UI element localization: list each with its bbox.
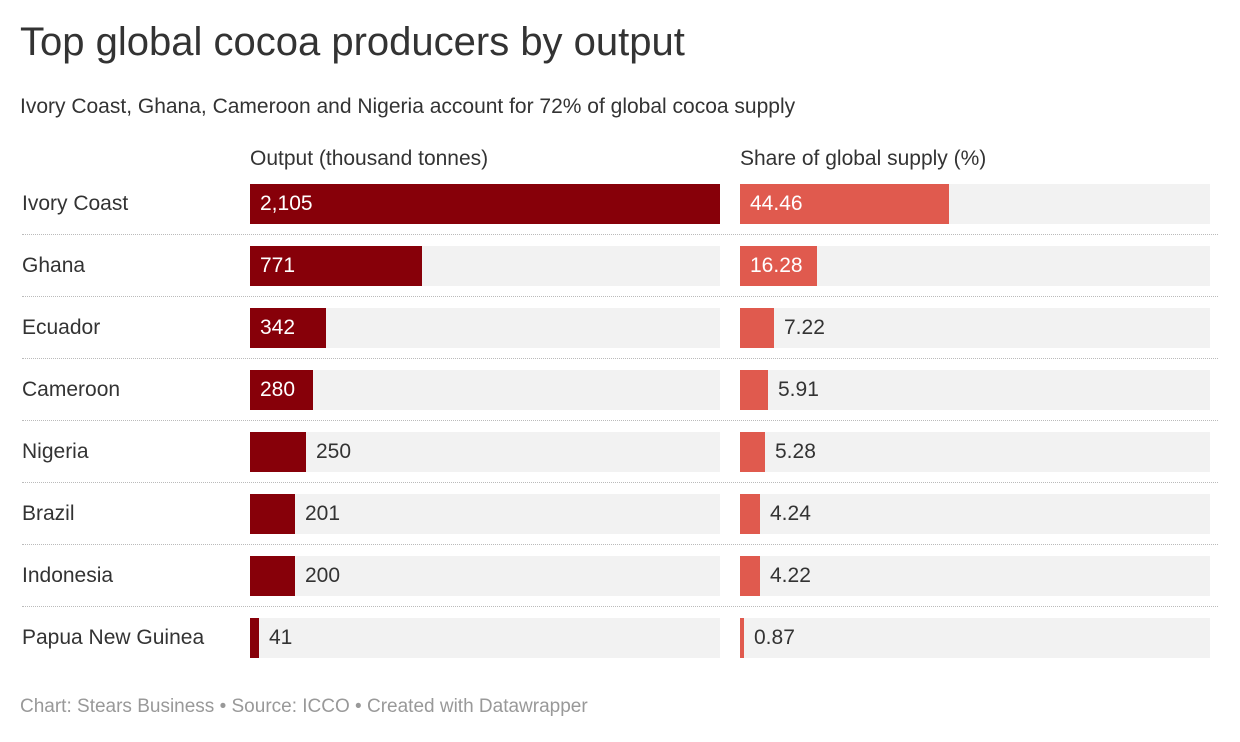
share-value-label: 44.46 bbox=[750, 192, 803, 215]
share-bar bbox=[740, 618, 744, 658]
share-value-label: 4.22 bbox=[770, 564, 811, 587]
output-bar bbox=[250, 308, 326, 348]
share-bar-track: 5.28 bbox=[740, 432, 1210, 472]
share-bar bbox=[740, 308, 774, 348]
share-bar bbox=[740, 494, 760, 534]
row-separator bbox=[22, 358, 1218, 359]
output-bar bbox=[250, 184, 720, 224]
share-bar-track: 16.28 bbox=[740, 246, 1210, 286]
share-bar bbox=[740, 184, 949, 224]
row-separator bbox=[22, 420, 1218, 421]
share-value-label: 5.28 bbox=[775, 440, 816, 463]
bar-row: Nigeria 250 5.28 bbox=[22, 432, 1218, 494]
category-label: Cameroon bbox=[22, 378, 121, 401]
bar-rows: Ivory Coast 2,105 44.46 Ghana 771 16.28 Ecuado… bbox=[22, 184, 1218, 680]
share-bar-track: 4.24 bbox=[740, 494, 1210, 534]
share-bar-track: 0.87 bbox=[740, 618, 1210, 658]
bar-row: Indonesia 200 4.22 bbox=[22, 556, 1218, 618]
row-separator bbox=[22, 606, 1218, 607]
output-bar-track: 200 bbox=[250, 556, 720, 596]
bar-row: Ecuador 342 7.22 bbox=[22, 308, 1218, 370]
share-bar-track: 4.22 bbox=[740, 556, 1210, 596]
output-value-label: 41 bbox=[269, 626, 293, 649]
output-bar bbox=[250, 618, 259, 658]
share-value-label: 5.91 bbox=[778, 378, 819, 401]
output-bar-track: 41 bbox=[250, 618, 720, 658]
row-separator bbox=[22, 544, 1218, 545]
category-label: Ivory Coast bbox=[22, 192, 129, 215]
share-bar-track: 5.91 bbox=[740, 370, 1210, 410]
category-label: Indonesia bbox=[22, 564, 114, 587]
output-value-label: 771 bbox=[260, 254, 296, 277]
output-bar bbox=[250, 370, 313, 410]
row-separator bbox=[22, 482, 1218, 483]
category-label: Brazil bbox=[22, 502, 75, 525]
share-bar-track: 7.22 bbox=[740, 308, 1210, 348]
row-separator bbox=[22, 296, 1218, 297]
output-bar bbox=[250, 246, 422, 286]
output-value-label: 200 bbox=[305, 564, 341, 587]
output-value-label: 280 bbox=[260, 378, 296, 401]
output-bar-track: 201 bbox=[250, 494, 720, 534]
output-bar bbox=[250, 556, 295, 596]
share-bar bbox=[740, 246, 817, 286]
output-bar-track: 2,105 bbox=[250, 184, 720, 224]
output-bar-track: 771 bbox=[250, 246, 720, 286]
chart-title: Top global cocoa producers by output bbox=[20, 20, 685, 64]
share-column-header: Share of global supply (%) bbox=[740, 147, 987, 170]
category-label: Ecuador bbox=[22, 316, 101, 339]
bar-row: Cameroon 280 5.91 bbox=[22, 370, 1218, 432]
row-separator bbox=[22, 234, 1218, 235]
bar-row: Papua New Guinea 41 0.87 bbox=[22, 618, 1218, 680]
output-bar-track: 342 bbox=[250, 308, 720, 348]
category-label: Ghana bbox=[22, 254, 86, 277]
output-bar bbox=[250, 432, 306, 472]
output-value-label: 342 bbox=[260, 316, 296, 339]
output-column-header: Output (thousand tonnes) bbox=[250, 147, 489, 170]
output-bar bbox=[250, 494, 295, 534]
share-bar bbox=[740, 370, 768, 410]
bar-row: Ivory Coast 2,105 44.46 bbox=[22, 184, 1218, 246]
category-label: Nigeria bbox=[22, 440, 89, 463]
share-bar-track: 44.46 bbox=[740, 184, 1210, 224]
share-value-label: 7.22 bbox=[784, 316, 825, 339]
category-label: Papua New Guinea bbox=[22, 626, 205, 649]
share-bar bbox=[740, 556, 760, 596]
output-value-label: 250 bbox=[316, 440, 352, 463]
bar-row: Brazil 201 4.24 bbox=[22, 494, 1218, 556]
share-value-label: 0.87 bbox=[754, 626, 795, 649]
chart-credit: Chart: Stears Business • Source: ICCO • … bbox=[20, 696, 588, 717]
share-value-label: 16.28 bbox=[750, 254, 803, 277]
chart-subtitle: Ivory Coast, Ghana, Cameroon and Nigeria… bbox=[20, 95, 796, 118]
share-bar bbox=[740, 432, 765, 472]
output-value-label: 201 bbox=[305, 502, 341, 525]
output-value-label: 2,105 bbox=[260, 192, 313, 215]
output-bar-track: 280 bbox=[250, 370, 720, 410]
output-bar-track: 250 bbox=[250, 432, 720, 472]
bar-row: Ghana 771 16.28 bbox=[22, 246, 1218, 308]
share-value-label: 4.24 bbox=[770, 502, 811, 525]
